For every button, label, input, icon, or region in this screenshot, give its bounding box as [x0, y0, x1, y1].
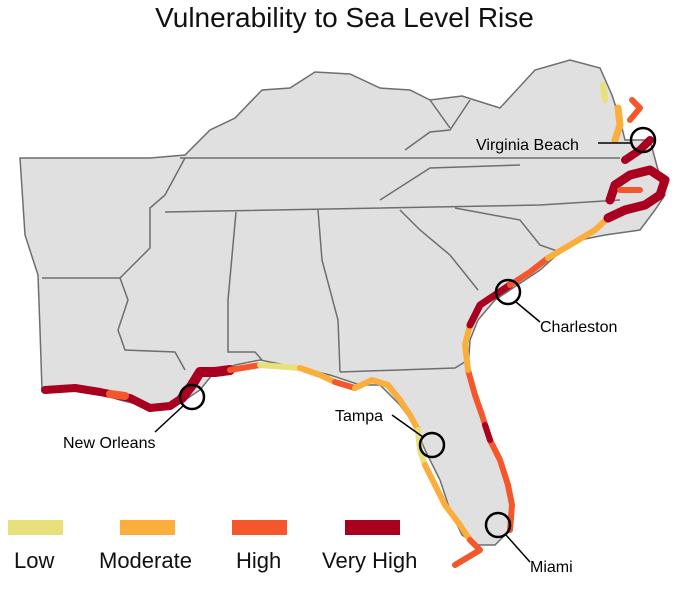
legend-label-high: High	[236, 548, 282, 573]
charleston-label: Charleston	[540, 319, 617, 336]
miami-label: Miami	[530, 559, 573, 576]
legend-swatch-high	[232, 520, 287, 535]
legend-swatch-low	[8, 520, 63, 535]
land-mass	[19, 59, 666, 546]
miami-marker	[484, 511, 512, 539]
virginia-beach-marker	[629, 126, 657, 154]
legend-swatch-moderate	[120, 520, 175, 535]
leader-lines	[154, 142, 631, 563]
legend-label-moderate: Moderate	[99, 548, 192, 573]
virginia-beach-label: Virginia Beach	[476, 137, 579, 154]
legend-label-low: Low	[14, 548, 55, 573]
charleston-marker	[494, 278, 522, 306]
state-borders	[42, 99, 621, 373]
new-orleans-label: New Orleans	[63, 435, 155, 452]
tampa-marker	[418, 431, 446, 459]
coastline-bands	[41, 82, 670, 568]
legend-label-very-high: Very High	[322, 548, 418, 573]
tampa-label: Tampa	[335, 408, 383, 425]
new-orleans-marker	[178, 383, 206, 411]
map-title: Vulnerability to Sea Level Rise	[155, 2, 534, 33]
legend-swatch-very-high	[345, 520, 400, 535]
city-markers	[178, 126, 657, 539]
